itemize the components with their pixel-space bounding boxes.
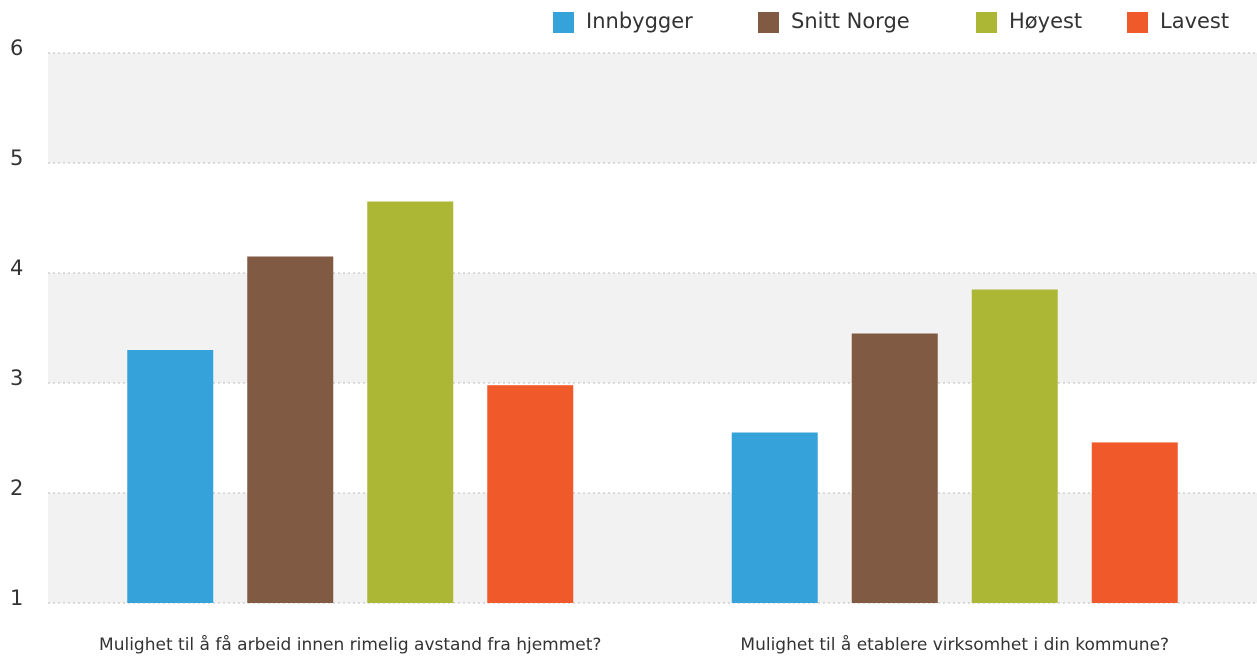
bar [1091,442,1178,603]
band [48,493,1257,603]
bar [731,432,818,603]
y-tick-label: 3 [10,366,23,390]
y-tick-label: 4 [10,256,23,280]
band [48,273,1257,383]
legend-swatch [1127,12,1148,33]
bar [971,289,1058,603]
y-tick-label: 2 [10,476,23,500]
bar [487,385,574,603]
bar [247,256,334,603]
y-tick-label: 6 [10,36,23,60]
y-tick-label: 1 [10,586,23,610]
bar [367,201,454,603]
band [48,53,1257,163]
legend-label: Snitt Norge [791,9,910,33]
x-tick-label: Mulighet til å etablere virksomhet i din… [740,634,1169,655]
legend-swatch [976,12,997,33]
legend-swatch [758,12,779,33]
bar [127,350,214,603]
legend-swatch [553,12,574,33]
x-tick-label: Mulighet til å få arbeid innen rimelig a… [99,634,601,655]
legend-label: Lavest [1160,9,1229,33]
y-tick-label: 5 [10,146,23,170]
legend-label: Høyest [1009,9,1082,33]
legend-label: Innbygger [586,9,693,33]
bar [851,333,938,603]
